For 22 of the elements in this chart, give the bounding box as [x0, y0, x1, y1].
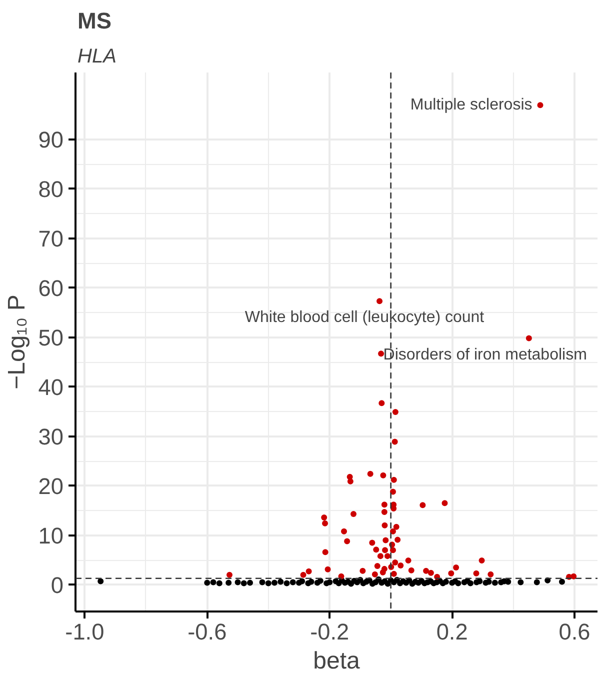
x-tick-label: -0.2	[310, 618, 350, 644]
y-tick-label: 50	[38, 324, 64, 350]
y-tick-label: 80	[38, 176, 64, 202]
y-tick-label: 60	[38, 274, 64, 301]
x-tick-label: 0.2	[436, 618, 468, 644]
y-tick-label: 70	[38, 225, 64, 252]
x-axis-title: beta	[313, 648, 361, 674]
y-tick-label: 30	[38, 423, 64, 450]
y-tick-label: 10	[38, 522, 64, 548]
chart-subtitle: HLA	[78, 46, 116, 68]
y-tick-label: 0	[50, 572, 64, 598]
chart-title: MS	[78, 8, 112, 34]
x-tick-label: -1.0	[65, 618, 104, 644]
x-tick-label: -0.6	[188, 618, 227, 644]
y-tick-label: 40	[38, 374, 64, 400]
y-tick-label: 20	[38, 472, 64, 499]
annotation: Multiple sclerosis	[410, 96, 532, 114]
y-axis-title: −Log₁₀ P	[3, 294, 30, 390]
y-tick-label: 90	[38, 126, 64, 152]
annotation: Disorders of iron metabolism	[383, 346, 587, 364]
x-tick-label: 0.6	[558, 618, 590, 644]
annotation: White blood cell (leukocyte) count	[244, 309, 485, 326]
